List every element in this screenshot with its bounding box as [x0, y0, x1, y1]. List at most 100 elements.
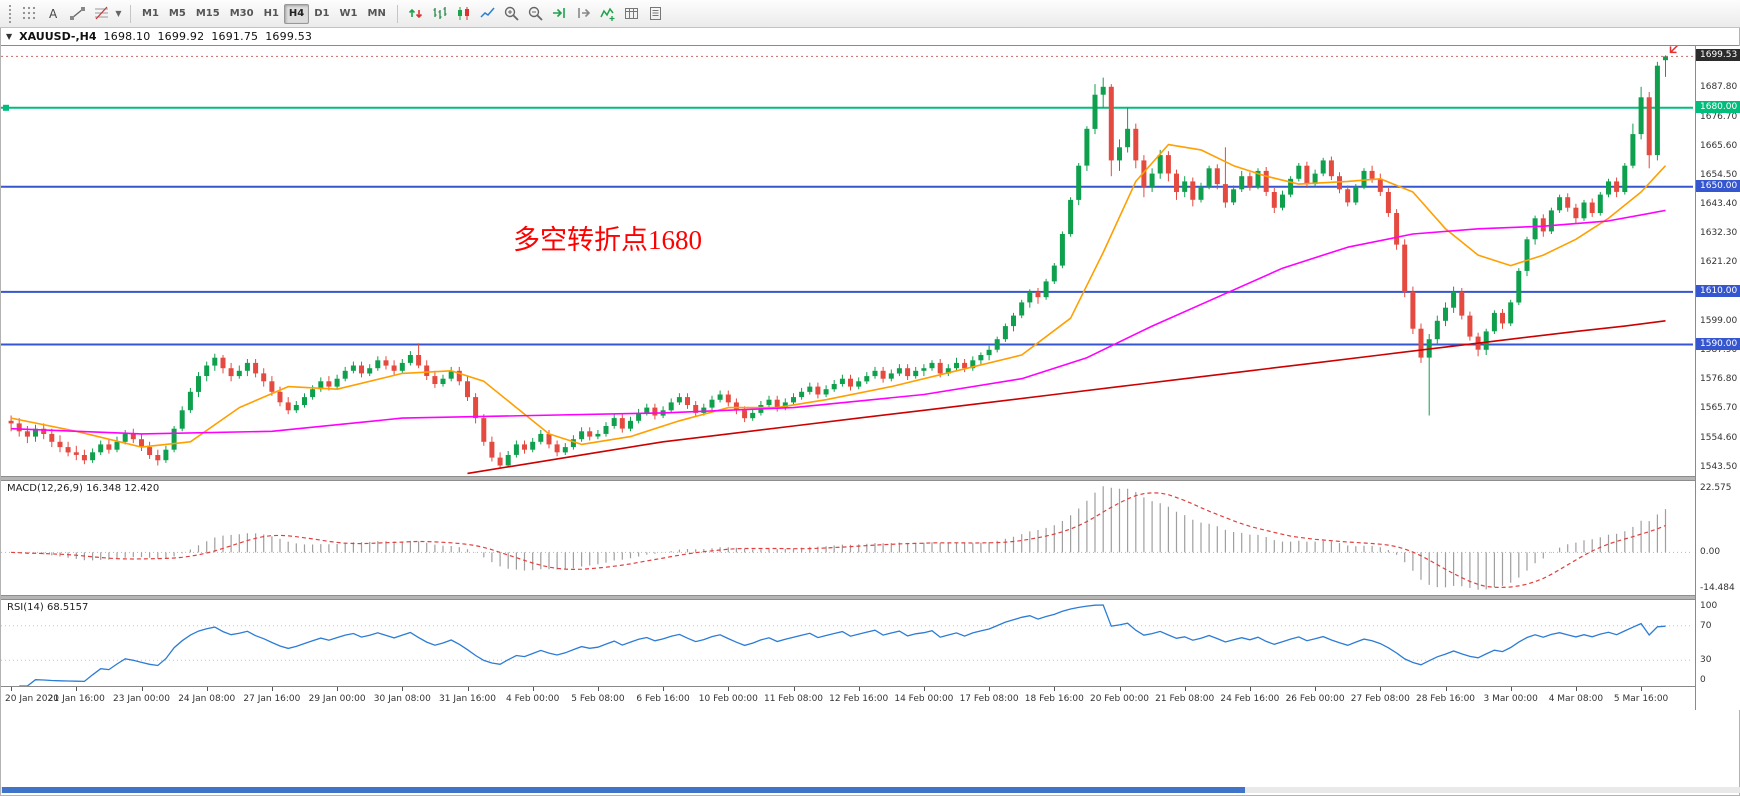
- rsi-scale-label: 0: [1700, 675, 1706, 685]
- time-tick: [141, 687, 143, 691]
- macd-scale-label: -14.484: [1700, 583, 1735, 593]
- templates-icon[interactable]: [644, 3, 668, 25]
- chart-scrollbar-thumb[interactable]: [2, 787, 1245, 793]
- rsi-scale-label: 70: [1700, 620, 1712, 631]
- time-tick: [1315, 687, 1317, 691]
- price-label: 1654.50: [1700, 169, 1738, 180]
- time-axis[interactable]: 20 Jan 2020 21 Jan 16:00 23 Jan 00:00 24 Ja…: [1, 686, 1740, 710]
- hline-price-badge: 1680.00: [1696, 100, 1740, 113]
- hline-price-badge: 1610.00: [1696, 284, 1740, 297]
- toolbar: A ▼ M1 M5 M15 M30 H1 H4 D1 W1 MN: [0, 0, 1740, 28]
- time-tick: [663, 687, 665, 691]
- macd-scale-label: 0.00: [1700, 547, 1721, 558]
- time-tick: [1249, 687, 1251, 691]
- time-tick: [1445, 687, 1447, 691]
- timeframe-toolbar: M1 M5 M15 M30 H1 H4 D1 W1 MN: [137, 3, 391, 24]
- price-label: 1676.70: [1700, 111, 1738, 122]
- time-tick: [1510, 687, 1512, 691]
- timeframe-w1-button[interactable]: W1: [339, 8, 358, 19]
- timeframe-m15-button[interactable]: M15: [195, 8, 220, 19]
- time-label: 31 Jan 16:00: [439, 694, 496, 704]
- bar-chart-icon[interactable]: [428, 3, 452, 25]
- macd-canvas[interactable]: [1, 481, 1693, 595]
- time-label: 27 Jan 16:00: [243, 694, 301, 704]
- time-tick: [271, 687, 273, 691]
- time-tick: [467, 687, 469, 691]
- zoom-out-icon[interactable]: [524, 3, 548, 25]
- time-label: 5 Feb 08:00: [571, 694, 625, 704]
- snap-grid-icon[interactable]: [17, 3, 41, 25]
- time-tick: [402, 687, 404, 691]
- zoom-in-icon[interactable]: [500, 3, 524, 25]
- timeframe-mn-button[interactable]: MN: [367, 8, 386, 19]
- trendline-tool-icon[interactable]: [65, 3, 89, 25]
- time-label: 28 Feb 16:00: [1415, 694, 1476, 704]
- price-label: 1543.50: [1700, 461, 1738, 472]
- rsi-panel: RSI(14) 68.5157: [1, 600, 1693, 686]
- time-label: 30 Jan 08:00: [373, 694, 431, 704]
- chart-shift-icon[interactable]: [572, 3, 596, 25]
- price-label: 1565.70: [1700, 403, 1738, 414]
- time-tick: [1119, 687, 1121, 691]
- line-chart-icon[interactable]: [476, 3, 500, 25]
- main-chart: 多空转折点1680: [1, 46, 1693, 476]
- candlestick-chart-icon[interactable]: [452, 3, 476, 25]
- time-label: 4 Feb 00:00: [506, 694, 560, 704]
- chart-symbol-period: XAUUSD-,H4: [19, 30, 97, 43]
- time-label: 21 Jan 16:00: [47, 694, 105, 704]
- time-label: 24 Jan 08:00: [178, 694, 236, 704]
- time-label: 27 Feb 08:00: [1350, 694, 1410, 704]
- text-tool-icon[interactable]: A: [41, 3, 65, 25]
- timeframe-d1-button[interactable]: D1: [314, 8, 330, 19]
- time-label: 5 Mar 16:00: [1613, 694, 1669, 704]
- time-tick: [793, 687, 795, 691]
- toolbar-grip[interactable]: [7, 4, 12, 23]
- line-studies-dropdown-icon[interactable]: ▼: [115, 9, 122, 18]
- hline-price-badge: 1650.00: [1696, 179, 1740, 192]
- macd-signal-line: [11, 492, 1666, 589]
- auto-scroll-icon[interactable]: [548, 3, 572, 25]
- price-label: 1599.00: [1700, 315, 1738, 326]
- toolbar-separator: [130, 4, 131, 23]
- hline-anchor-handle[interactable]: [3, 104, 9, 111]
- time-tick: [337, 687, 339, 691]
- chart-scrollbar[interactable]: [1, 787, 1740, 793]
- ma-medium-line: [11, 209, 1666, 435]
- time-tick: [1575, 687, 1577, 691]
- new-order-icon[interactable]: [404, 3, 428, 25]
- price-axis[interactable]: 1687.80 1676.70 1665.60 1654.50 1643.40 1632.…: [1695, 46, 1740, 710]
- fibonacci-tool-icon[interactable]: [89, 3, 113, 25]
- periods-icon[interactable]: [620, 3, 644, 25]
- timeframe-m30-button[interactable]: M30: [229, 8, 254, 19]
- toolbar-left-tools: A ▼: [17, 3, 124, 25]
- panel-separator[interactable]: [1, 476, 1739, 481]
- time-label: 11 Feb 08:00: [763, 694, 824, 704]
- time-label: 24 Feb 16:00: [1220, 694, 1280, 704]
- timeframe-m5-button[interactable]: M5: [168, 8, 186, 19]
- time-tick: [76, 687, 78, 691]
- macd-scale-label: 22.575: [1700, 483, 1732, 493]
- price-label: 1587.90: [1700, 345, 1738, 355]
- price-label: 1632.30: [1700, 228, 1738, 239]
- time-label: 29 Jan 00:00: [308, 694, 366, 704]
- rsi-canvas[interactable]: [1, 600, 1693, 686]
- toolbar-separator: [396, 4, 398, 23]
- rsi-scale-label: 100: [1700, 601, 1718, 611]
- time-label: 17 Feb 08:00: [959, 694, 1019, 704]
- time-tick: [728, 687, 730, 691]
- main-chart-canvas[interactable]: [1, 46, 1693, 476]
- rsi-scale-label: 30: [1700, 655, 1712, 666]
- chart-title-bar: ▼ XAUUSD-,H4 1698.10 1699.92 1691.75 169…: [1, 28, 1739, 46]
- time-label: 14 Feb 00:00: [894, 694, 954, 704]
- timeframe-h1-button[interactable]: H1: [263, 8, 279, 19]
- one-click-collapse-icon[interactable]: ▼: [6, 32, 13, 41]
- panel-separator[interactable]: [1, 595, 1739, 600]
- price-arrow-marker[interactable]: [1669, 46, 1682, 54]
- chart-window: ▼ XAUUSD-,H4 1698.10 1699.92 1691.75 169…: [0, 28, 1740, 796]
- time-label: 20 Feb 00:00: [1089, 694, 1150, 704]
- timeframe-h4-button[interactable]: H4: [283, 3, 310, 24]
- time-tick: [1641, 687, 1643, 691]
- timeframe-m1-button[interactable]: M1: [142, 8, 159, 19]
- price-label: 1665.60: [1700, 140, 1738, 151]
- indicators-icon[interactable]: [596, 3, 620, 25]
